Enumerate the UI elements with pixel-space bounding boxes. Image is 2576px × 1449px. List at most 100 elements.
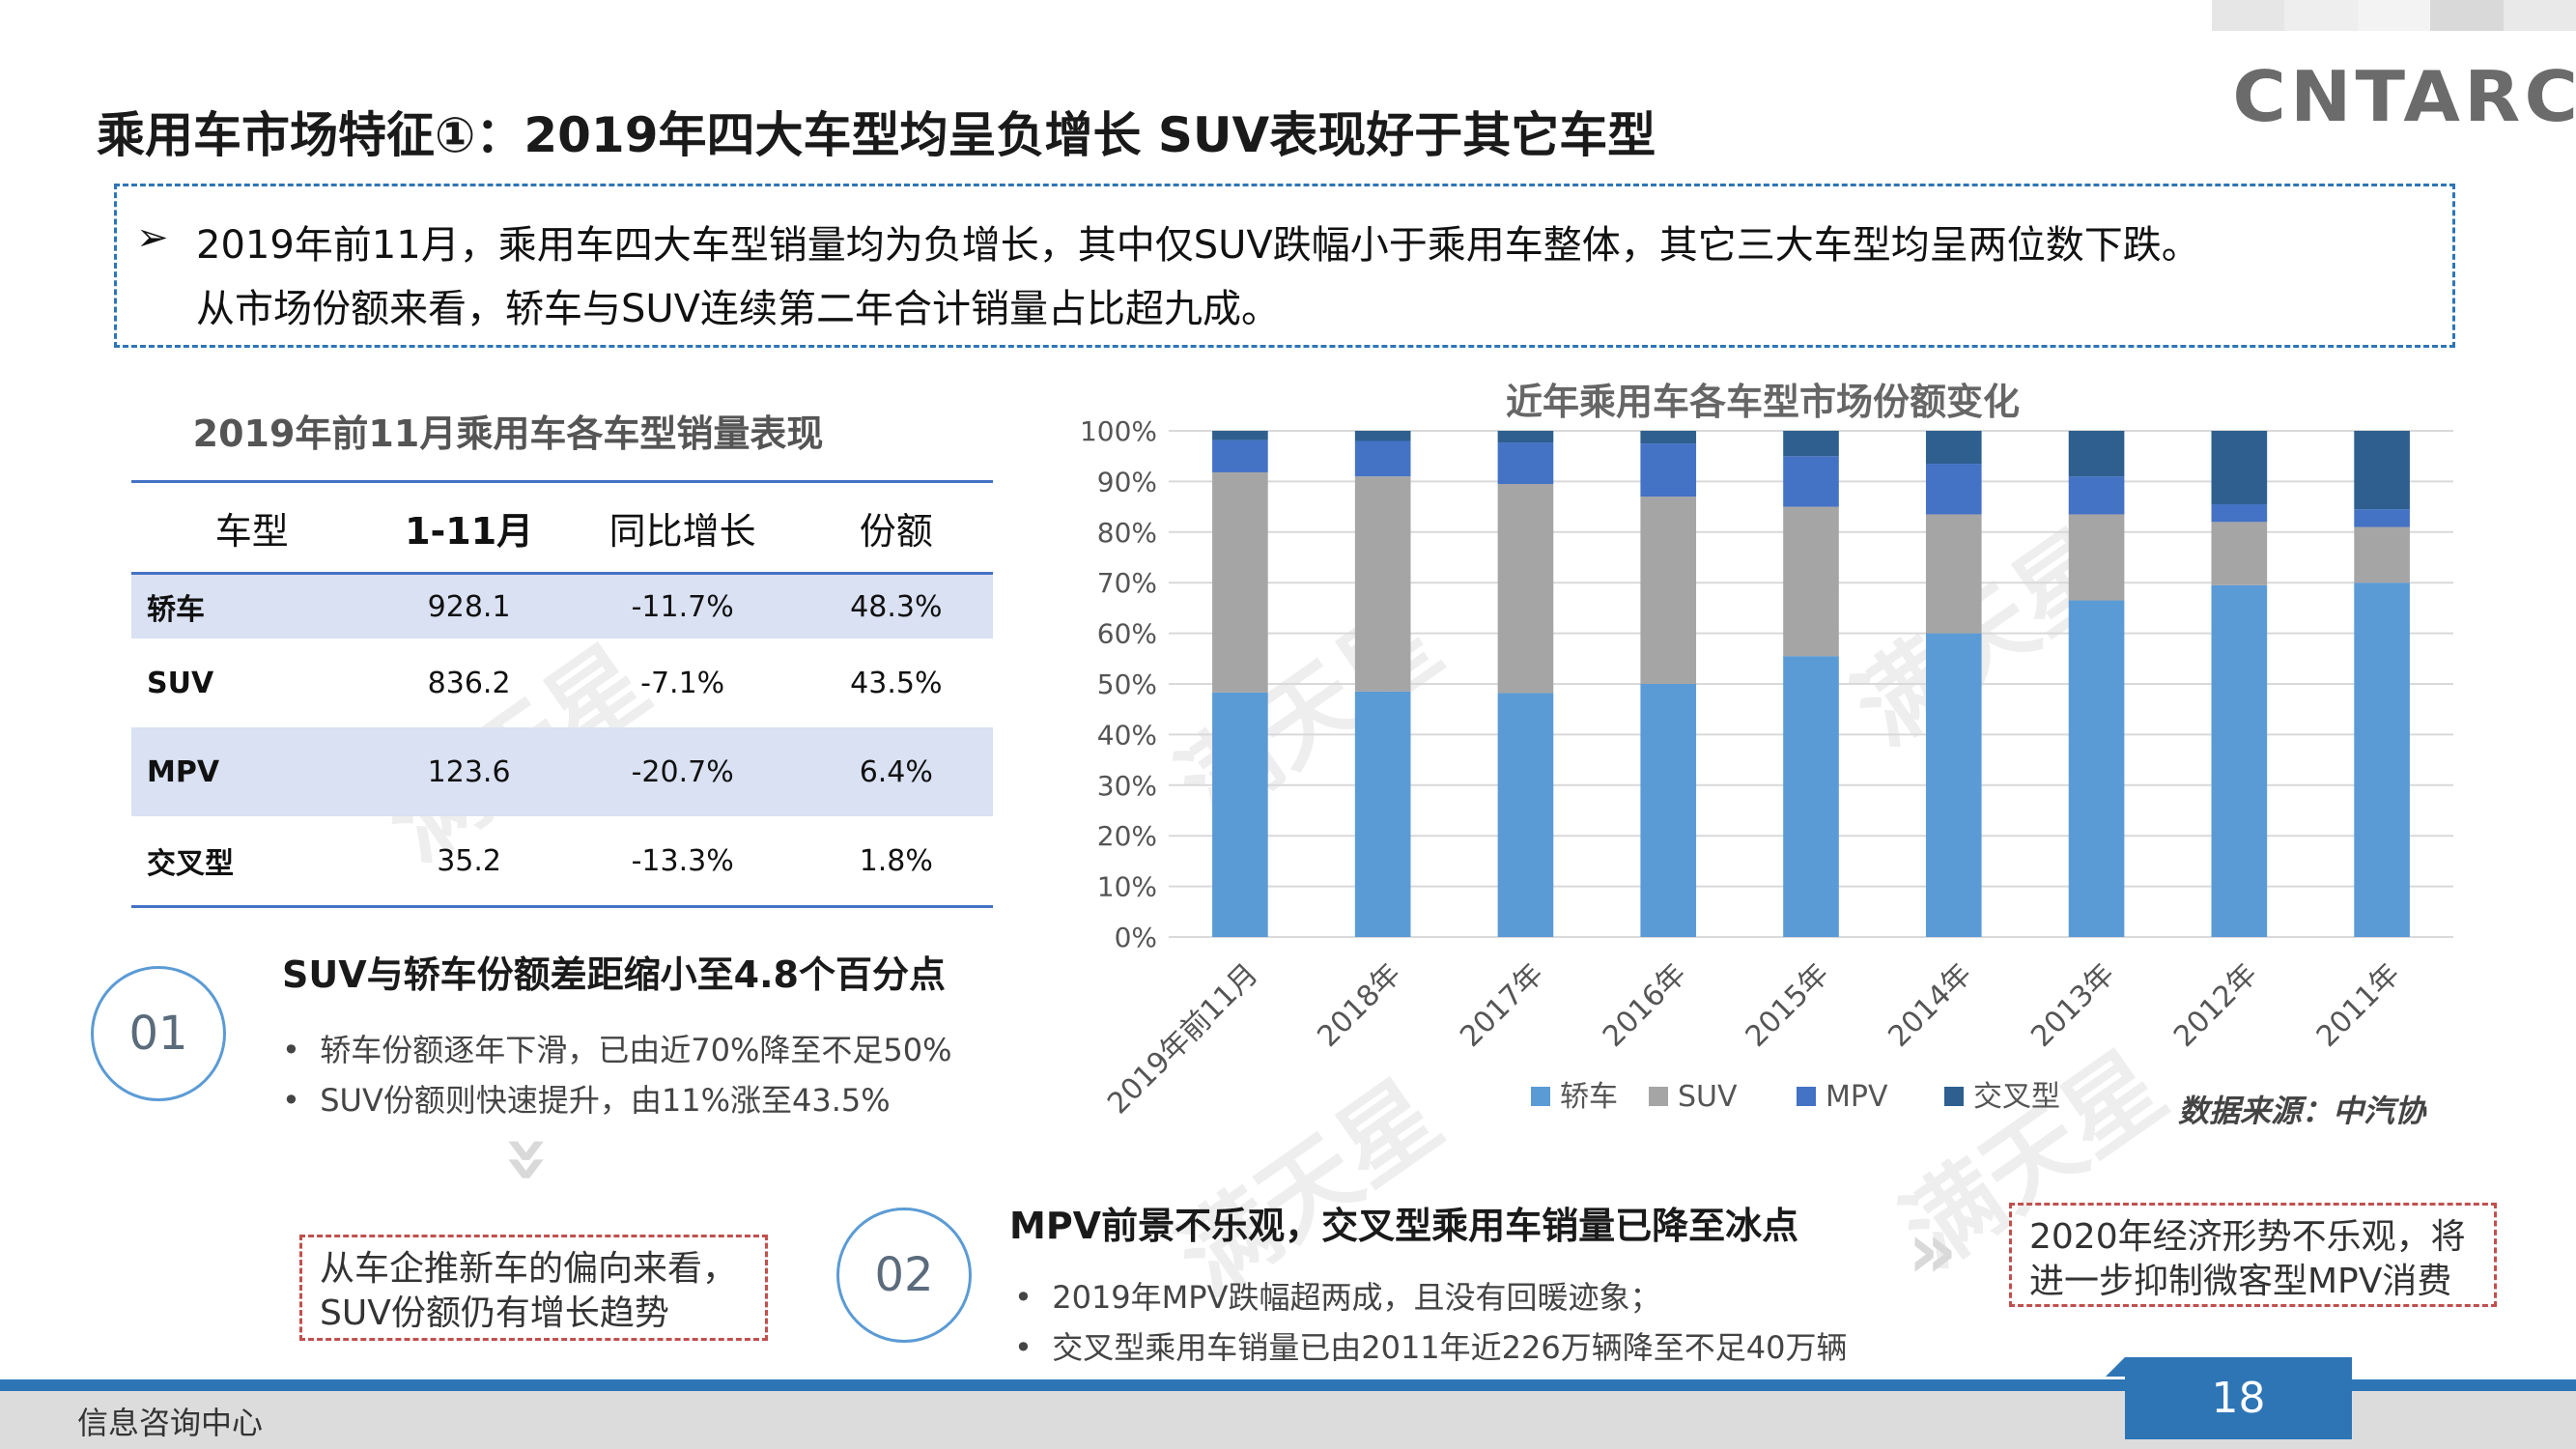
bar-segment [2354, 509, 2410, 527]
y-tick-label: 0% [1115, 922, 1157, 953]
x-tick-label: 2018年 [1311, 957, 1407, 1054]
bar-segment [2211, 431, 2268, 504]
table-cell: 928.1 [372, 573, 566, 639]
bar-segment [1925, 633, 1982, 937]
bar-segment [2211, 503, 2268, 523]
bar-segment [2068, 600, 2125, 937]
table-header: 同比增长 [565, 480, 800, 575]
bar-segment [1497, 442, 1554, 485]
data-source: 数据来源：中汽协 [2178, 1093, 2426, 1129]
section-number-badge: 02 [836, 1208, 972, 1343]
table-cell: 836.2 [427, 666, 511, 700]
legend-label: 交叉型 [1973, 1080, 2060, 1114]
y-tick-label: 30% [1097, 770, 1157, 802]
bar-segment [2354, 431, 2410, 510]
y-tick-label: 100% [1080, 415, 1157, 447]
bar-segment [1925, 431, 1982, 465]
table-row: MPV 123.6 -20.7% 6.4% [131, 727, 993, 816]
table-header: 份额 [799, 480, 993, 575]
page-number: 18 [2125, 1357, 2352, 1439]
bar-segment [1783, 656, 1839, 937]
bar-segment [2211, 584, 2268, 937]
bar-segment [2211, 522, 2268, 585]
bullet-item: • 交叉型乘用车销量已由2011年近226万辆降至不足40万辆 [1014, 1329, 1848, 1366]
bar-segment [1783, 456, 1839, 507]
y-tick-label: 60% [1097, 618, 1157, 650]
summary-box: ➢ 2019年前11月，乘用车四大车型销量均为负增长，其中仅SUV跌幅小于乘用车… [114, 184, 2455, 348]
market-share-chart: 0% 10% 20% 30% 40% 50% 60% 70% 80% 90% 100% 2019年前… [1080, 415, 2453, 1121]
bar-segment [1212, 471, 1268, 693]
y-tick-label: 80% [1097, 517, 1157, 549]
bar-segment [2068, 431, 2125, 477]
x-tick-label: 2015年 [1740, 957, 1836, 1054]
bar-segment [1212, 431, 1268, 440]
table-cell: 交叉型 [131, 816, 373, 908]
bar-segment [1640, 443, 1697, 497]
note-line: 进一步抑制微客型MPV消费 [2029, 1262, 2452, 1301]
x-tick-label: 2011年 [2310, 957, 2407, 1054]
table-cell: -13.3% [565, 816, 800, 908]
y-tick-label: 10% [1097, 871, 1157, 903]
section-title: SUV与轿车份额差距缩小至4.8个百分点 [282, 953, 946, 996]
bar-segment [2354, 526, 2410, 583]
table-cell: -11.7% [565, 573, 800, 639]
bar-segment [1497, 431, 1554, 443]
bar-segment [2068, 476, 2125, 515]
bullet-item: • 轿车份额逐年下滑，已由近70%降至不足50% [282, 1032, 952, 1068]
summary-line: 从市场份额来看，轿车与SUV连续第二年合计销量占比超九成。 [196, 287, 1281, 331]
bar-segment [1783, 506, 1839, 657]
bar-segment [2354, 582, 2410, 937]
summary-line: 2019年前11月，乘用车四大车型销量均为负增长，其中仅SUV跌幅小于乘用车整体… [196, 223, 2200, 268]
bar-segment [1212, 440, 1268, 472]
legend-swatch [1944, 1087, 1964, 1106]
arrow-bullet-icon: ➢ [136, 215, 169, 260]
bar-segment [1783, 431, 1839, 457]
y-tick-label: 70% [1097, 567, 1157, 599]
section-title: MPV前景不乐观，交叉型乘用车销量已降至冰点 [1009, 1205, 1799, 1247]
bar-segment [1354, 440, 1411, 477]
chart-title: 近年乘用车各车型市场份额变化 [1505, 381, 2020, 423]
bullet-item: • 2019年MPV跌幅超两成，且没有回暖迹象； [1014, 1279, 1661, 1316]
table-cell: -7.1% [640, 666, 725, 700]
footer-label: 信息咨询中心 [77, 1405, 264, 1441]
bar-segment [1497, 484, 1554, 694]
note-box: 从车企推新车的偏向来看， SUV份额仍有增长趋势 [299, 1235, 768, 1341]
table-row: SUV 836.2 -7.1% 43.5% [131, 639, 993, 727]
section-number-badge: 01 [91, 966, 226, 1101]
legend-label: SUV [1678, 1080, 1738, 1114]
table-cell: 6.4% [799, 727, 993, 816]
table-cell: 1.8% [799, 816, 993, 908]
y-tick-label: 50% [1097, 668, 1157, 700]
chevron-right-icon: » [1908, 1206, 1958, 1295]
table-header: 1-11月 [372, 480, 566, 575]
note-line: 2020年经济形势不乐观，将 [2029, 1217, 2466, 1257]
table-cell: -20.7% [565, 727, 800, 816]
bar-segment [1497, 693, 1554, 937]
table-cell: SUV [147, 666, 214, 700]
legend-label: 轿车 [1560, 1080, 1618, 1114]
chevron-down-icon: » [484, 1134, 575, 1184]
x-tick-label: 2012年 [2167, 957, 2264, 1054]
top-color-bar [2212, 0, 2576, 31]
table-header: 车型 [131, 480, 373, 575]
bar-segment [1640, 431, 1697, 444]
table-cell: 35.2 [372, 816, 566, 908]
x-tick-label: 2016年 [1597, 957, 1693, 1054]
bar-segment [1354, 431, 1411, 441]
legend-swatch [1797, 1087, 1816, 1106]
table-row: 交叉型 35.2 -13.3% 1.8% [131, 816, 993, 908]
sales-table: 车型 1-11月 同比增长 份额 轿车 928.1 -11.7% 48.3% S… [131, 480, 993, 908]
y-tick-label: 20% [1097, 820, 1157, 852]
footer-accent-line [0, 1379, 2576, 1391]
note-line: SUV份额仍有增长趋势 [320, 1293, 669, 1333]
x-tick-label: 2019年前11月 [1101, 957, 1264, 1121]
table-cell: 48.3% [799, 573, 993, 639]
page-tab-corner [2106, 1357, 2125, 1377]
page-title: 乘用车市场特征①：2019年四大车型均呈负增长 SUV表现好于其它车型 [97, 107, 1656, 163]
legend-label: MPV [1826, 1080, 1888, 1114]
x-tick-label: 2017年 [1454, 957, 1550, 1054]
table-cell: 43.5% [850, 666, 943, 700]
y-tick-label: 40% [1097, 719, 1157, 751]
summary-text: 2019年前11月，乘用车四大车型销量均为负增长，其中仅SUV跌幅小于乘用车整体… [196, 213, 2437, 341]
bar-segment [1354, 691, 1411, 937]
